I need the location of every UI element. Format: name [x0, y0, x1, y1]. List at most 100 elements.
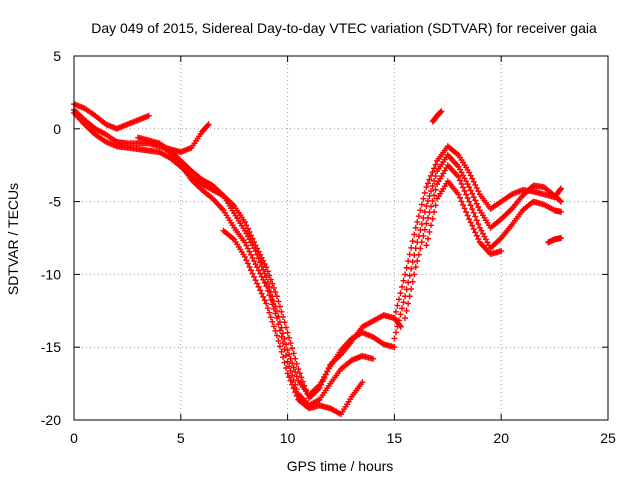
data-point — [423, 242, 430, 249]
data-point — [467, 187, 474, 194]
data-point — [299, 378, 306, 385]
data-point — [429, 197, 436, 204]
plot-frame — [73, 55, 609, 421]
data-point — [255, 267, 262, 274]
data-point — [284, 347, 291, 354]
data-point — [411, 231, 418, 238]
series-track-10 — [423, 178, 505, 258]
data-point — [391, 335, 398, 342]
data-point — [457, 177, 464, 184]
series-track-1 — [71, 101, 152, 132]
data-point — [418, 201, 425, 208]
data-point — [461, 205, 468, 212]
series-track-6 — [220, 227, 366, 418]
ticks: 0 5 10 15 20 25 5 0 -5 -10 -15 -20 — [41, 48, 616, 446]
data-point — [412, 224, 419, 231]
data-point — [391, 344, 398, 351]
data-point — [247, 251, 254, 258]
data-point — [460, 201, 467, 208]
data-point — [432, 202, 439, 209]
data-point — [397, 290, 404, 297]
data-point — [424, 180, 431, 187]
data-point — [273, 332, 280, 339]
data-point — [287, 377, 294, 384]
data-point — [263, 264, 270, 271]
data-point — [270, 298, 277, 305]
data-point — [475, 236, 482, 243]
series-track-11 — [429, 108, 445, 125]
data-point — [475, 188, 482, 195]
data-point — [426, 176, 433, 183]
data-point — [289, 345, 296, 352]
data-point — [241, 218, 248, 225]
series-track-9 — [402, 162, 565, 322]
data-point — [397, 311, 404, 318]
data-point — [293, 392, 300, 399]
series-track-12 — [545, 235, 565, 246]
data-point — [266, 309, 273, 316]
data-point — [280, 330, 287, 337]
data-point — [460, 184, 467, 191]
data-point — [269, 301, 276, 308]
data-point — [409, 278, 416, 285]
data-point — [295, 366, 302, 373]
data-point — [399, 305, 406, 312]
data-point — [414, 218, 421, 225]
data-point — [558, 235, 565, 241]
data-point — [247, 232, 254, 239]
data-point — [429, 169, 436, 176]
data-point — [415, 251, 422, 258]
data-point — [254, 280, 261, 287]
data-point — [283, 341, 290, 348]
y-tick-label: -15 — [41, 339, 61, 355]
data-point — [296, 370, 303, 377]
data-point — [370, 355, 377, 362]
data-point — [472, 181, 479, 188]
data-point — [276, 343, 283, 350]
data-point — [257, 287, 264, 294]
x-axis-label: GPS time / hours — [287, 458, 394, 474]
data-point — [423, 184, 430, 191]
data-point — [272, 310, 279, 317]
data-point — [287, 355, 294, 362]
data-point — [292, 368, 299, 375]
data-point — [464, 195, 471, 202]
data-point — [280, 354, 287, 361]
data-point — [428, 222, 435, 229]
data-point — [461, 187, 468, 194]
data-point — [293, 373, 300, 380]
data-point — [252, 261, 259, 268]
data-point — [457, 194, 464, 201]
data-point — [261, 279, 268, 286]
data-point — [287, 340, 294, 347]
data-point — [241, 253, 248, 260]
data-point — [264, 279, 271, 286]
data-point — [498, 248, 505, 255]
data-point — [249, 235, 256, 242]
data-point — [466, 198, 473, 205]
data-point — [251, 258, 258, 265]
data-point — [409, 258, 416, 265]
data-point — [290, 350, 297, 357]
data-point — [289, 381, 296, 388]
data-point — [267, 288, 274, 295]
x-tick-label: 0 — [70, 430, 78, 446]
data-point — [266, 272, 273, 279]
data-point — [280, 340, 287, 347]
data-point — [284, 370, 291, 377]
data-point — [260, 293, 267, 300]
data-point — [431, 209, 438, 215]
data-point — [286, 351, 293, 358]
data-point — [246, 263, 253, 270]
data-point — [467, 172, 474, 179]
data-point — [249, 270, 256, 277]
data-point — [260, 276, 267, 283]
data-point — [290, 385, 297, 392]
data-point — [254, 251, 261, 258]
data-point — [472, 197, 479, 204]
data-point — [429, 215, 436, 222]
data-point — [473, 185, 480, 192]
data-point — [458, 180, 465, 187]
data-point — [473, 232, 480, 239]
data-point — [275, 337, 282, 344]
